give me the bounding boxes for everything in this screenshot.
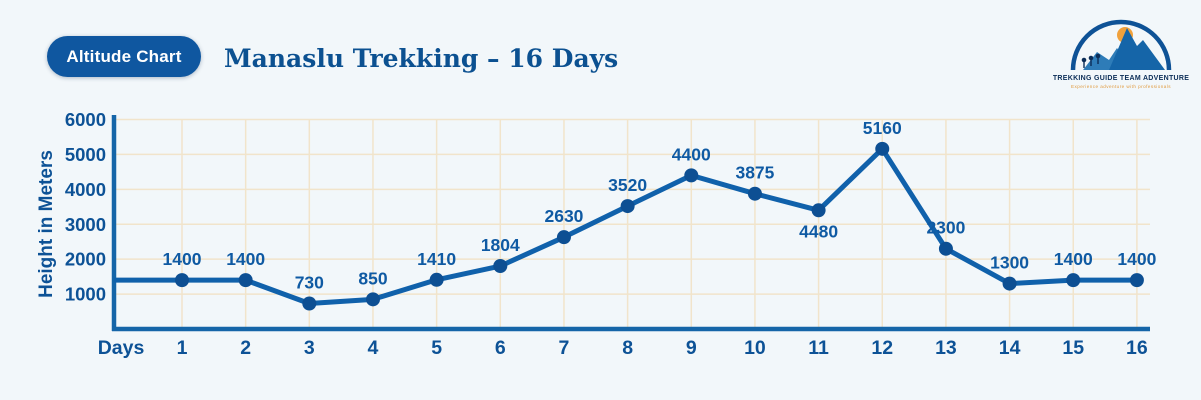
- data-point: [556, 230, 571, 245]
- mountain-icon: [1109, 28, 1165, 70]
- x-tick-label: 11: [808, 337, 829, 359]
- y-axis-title: Height in Meters: [36, 150, 57, 298]
- x-axis-title: Days: [98, 337, 145, 359]
- data-point: [811, 203, 826, 218]
- data-point: [938, 241, 953, 256]
- data-point-label: 2630: [544, 206, 583, 226]
- y-tick-label: 6000: [65, 109, 106, 130]
- data-point-label: 1400: [1117, 249, 1156, 269]
- y-tick-label: 1000: [65, 284, 106, 305]
- y-tick-label: 2000: [65, 249, 106, 270]
- x-tick-label: 14: [999, 337, 1021, 359]
- logo-arch: [1070, 19, 1172, 71]
- data-point: [875, 141, 890, 156]
- data-point-label: 4400: [672, 144, 711, 164]
- altitude-chart-badge-label: Altitude Chart: [66, 46, 182, 66]
- logo-company-name: TREKKING GUIDE TEAM ADVENTURE: [1053, 75, 1189, 82]
- data-point-label: 2300: [926, 218, 965, 238]
- x-tick-label: 4: [368, 337, 379, 359]
- logo-tagline: Experience adventure with professionals: [1071, 84, 1171, 89]
- data-point: [302, 296, 317, 311]
- x-tick-label: 8: [622, 337, 633, 359]
- x-tick-label: 15: [1062, 337, 1084, 359]
- company-logo[interactable]: TREKKING GUIDE TEAM ADVENTURE Experience…: [1053, 14, 1189, 94]
- x-tick-label: 7: [559, 337, 570, 359]
- data-point: [1066, 273, 1081, 288]
- data-point: [365, 292, 380, 307]
- data-point: [429, 272, 444, 287]
- altitude-line: [114, 146, 1137, 307]
- y-tick-label: 5000: [65, 144, 106, 165]
- altitude-chart-badge: Altitude Chart: [47, 36, 201, 77]
- data-point-label: 1804: [481, 235, 520, 255]
- data-point-label: 1400: [1054, 249, 1093, 269]
- data-point: [238, 273, 253, 288]
- data-point: [1129, 273, 1144, 288]
- x-tick-label: 5: [431, 337, 442, 359]
- x-tick-label: 9: [686, 337, 697, 359]
- data-point: [175, 273, 189, 288]
- data-point: [493, 259, 508, 274]
- trekkers-icon: [1081, 53, 1101, 68]
- x-tick-label: 3: [304, 337, 315, 359]
- data-point: [684, 168, 699, 183]
- x-tick-label: 13: [935, 337, 957, 359]
- data-point-label: 1400: [163, 249, 202, 269]
- data-point-label: 1300: [990, 253, 1029, 273]
- x-tick-label: 6: [495, 337, 506, 359]
- x-tick-label: 10: [744, 337, 766, 359]
- x-tick-label: 12: [871, 337, 893, 359]
- data-point: [747, 186, 762, 201]
- data-point-label: 3875: [735, 163, 774, 183]
- data-point: [1002, 276, 1017, 291]
- data-point-label: 850: [358, 268, 387, 288]
- page-title: Manaslu Trekking – 16 Days: [224, 44, 619, 73]
- data-point-label: 1400: [226, 249, 265, 269]
- x-tick-label: 1: [177, 337, 188, 359]
- y-tick-label: 4000: [65, 179, 106, 200]
- x-tick-label: 2: [240, 337, 251, 359]
- y-tick-label: 3000: [65, 214, 106, 235]
- data-point-label: 5160: [863, 118, 902, 138]
- data-point: [620, 199, 635, 214]
- data-point-label: 730: [295, 273, 324, 293]
- x-tick-label: 16: [1126, 337, 1148, 359]
- data-point-label: 1410: [417, 249, 456, 269]
- data-point-label: 3520: [608, 175, 647, 195]
- data-point-label: 4480: [799, 221, 838, 241]
